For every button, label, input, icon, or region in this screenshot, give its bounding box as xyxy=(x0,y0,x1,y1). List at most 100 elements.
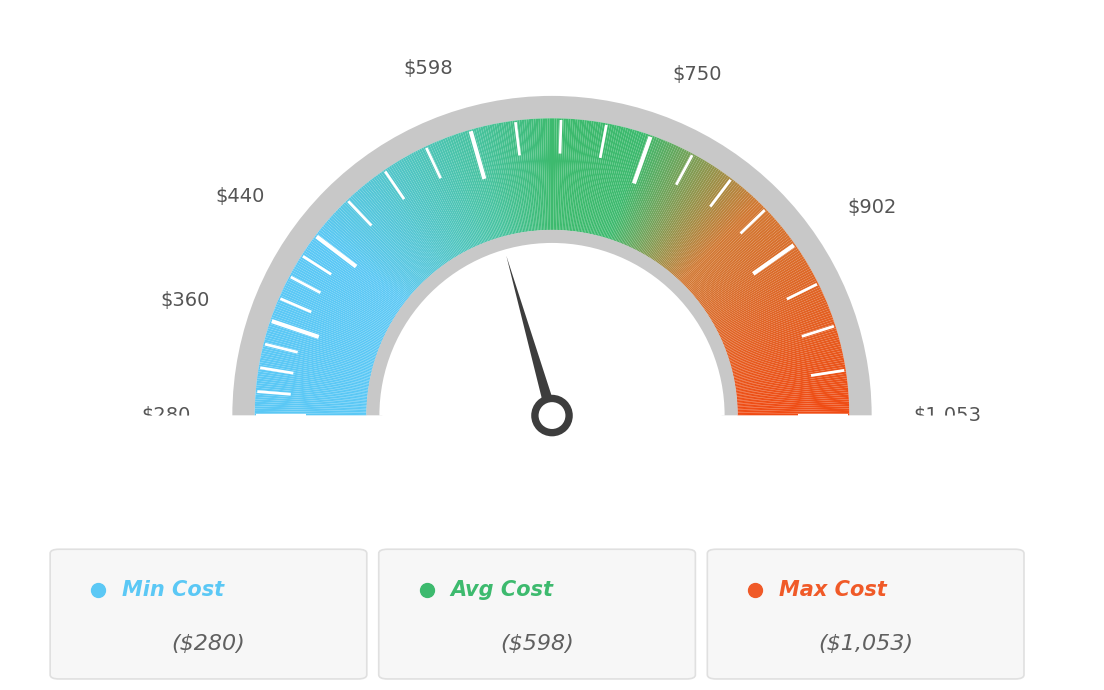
Wedge shape xyxy=(367,230,737,415)
Wedge shape xyxy=(655,168,719,262)
Wedge shape xyxy=(635,150,687,250)
Wedge shape xyxy=(434,142,480,246)
Wedge shape xyxy=(726,317,834,355)
Wedge shape xyxy=(389,166,452,261)
Wedge shape xyxy=(503,122,523,233)
Wedge shape xyxy=(731,335,839,366)
Wedge shape xyxy=(317,232,406,302)
Wedge shape xyxy=(467,130,500,238)
Wedge shape xyxy=(735,376,847,393)
Wedge shape xyxy=(578,121,596,233)
Wedge shape xyxy=(593,126,619,235)
Wedge shape xyxy=(321,226,410,299)
Wedge shape xyxy=(711,262,808,321)
Wedge shape xyxy=(721,293,824,341)
Wedge shape xyxy=(736,381,848,395)
Wedge shape xyxy=(611,134,648,240)
Wedge shape xyxy=(735,374,847,391)
Wedge shape xyxy=(456,134,493,240)
Wedge shape xyxy=(715,275,815,329)
Wedge shape xyxy=(730,333,838,365)
Wedge shape xyxy=(276,304,380,347)
Wedge shape xyxy=(689,215,774,292)
Wedge shape xyxy=(273,310,379,351)
Wedge shape xyxy=(697,230,785,301)
Wedge shape xyxy=(255,397,367,405)
Wedge shape xyxy=(603,130,635,237)
Wedge shape xyxy=(605,130,639,238)
Wedge shape xyxy=(710,260,807,320)
Wedge shape xyxy=(733,348,842,375)
Wedge shape xyxy=(737,404,849,410)
Wedge shape xyxy=(713,268,811,325)
Wedge shape xyxy=(719,285,820,335)
Wedge shape xyxy=(599,128,630,237)
Wedge shape xyxy=(255,402,367,408)
Wedge shape xyxy=(319,230,407,301)
Wedge shape xyxy=(737,408,849,413)
Wedge shape xyxy=(300,256,395,317)
Wedge shape xyxy=(703,245,797,310)
Wedge shape xyxy=(283,287,385,337)
Wedge shape xyxy=(736,392,849,402)
Wedge shape xyxy=(560,119,566,230)
Wedge shape xyxy=(721,291,822,339)
Wedge shape xyxy=(316,233,405,303)
Wedge shape xyxy=(278,297,382,343)
Wedge shape xyxy=(497,123,519,233)
Wedge shape xyxy=(277,299,381,344)
Wedge shape xyxy=(696,228,784,299)
Wedge shape xyxy=(519,120,533,231)
Wedge shape xyxy=(712,266,810,324)
Wedge shape xyxy=(460,132,496,239)
Wedge shape xyxy=(328,219,413,294)
Wedge shape xyxy=(449,136,489,242)
FancyBboxPatch shape xyxy=(50,549,367,679)
Wedge shape xyxy=(707,250,800,314)
Wedge shape xyxy=(267,328,374,362)
Wedge shape xyxy=(264,342,372,371)
Wedge shape xyxy=(499,123,520,233)
Wedge shape xyxy=(268,324,375,359)
Wedge shape xyxy=(734,362,845,384)
Wedge shape xyxy=(649,162,709,258)
Wedge shape xyxy=(730,331,838,364)
Wedge shape xyxy=(694,224,781,297)
Wedge shape xyxy=(681,202,761,284)
Text: Max Cost: Max Cost xyxy=(779,580,887,600)
Wedge shape xyxy=(699,233,788,303)
Wedge shape xyxy=(491,124,516,234)
Wedge shape xyxy=(346,201,424,282)
Wedge shape xyxy=(715,277,816,330)
Wedge shape xyxy=(266,333,374,365)
Wedge shape xyxy=(730,328,837,362)
Wedge shape xyxy=(637,152,691,252)
Wedge shape xyxy=(478,127,508,236)
Wedge shape xyxy=(266,331,374,364)
Wedge shape xyxy=(700,237,792,306)
Wedge shape xyxy=(296,262,393,321)
Wedge shape xyxy=(487,125,513,235)
Wedge shape xyxy=(737,413,849,415)
Wedge shape xyxy=(413,152,467,252)
Wedge shape xyxy=(624,142,670,246)
Wedge shape xyxy=(726,313,831,353)
Wedge shape xyxy=(737,402,849,408)
Wedge shape xyxy=(259,357,370,381)
Wedge shape xyxy=(540,119,546,230)
Wedge shape xyxy=(688,214,772,290)
Wedge shape xyxy=(722,295,825,342)
Wedge shape xyxy=(636,150,689,251)
Wedge shape xyxy=(733,355,843,380)
Wedge shape xyxy=(694,226,783,299)
Wedge shape xyxy=(401,159,459,256)
Wedge shape xyxy=(669,185,742,273)
Wedge shape xyxy=(501,122,521,233)
Wedge shape xyxy=(415,150,468,251)
Wedge shape xyxy=(258,369,369,388)
Wedge shape xyxy=(375,175,443,266)
Wedge shape xyxy=(594,126,622,235)
Wedge shape xyxy=(257,376,369,393)
Wedge shape xyxy=(279,295,382,342)
Circle shape xyxy=(531,395,573,436)
